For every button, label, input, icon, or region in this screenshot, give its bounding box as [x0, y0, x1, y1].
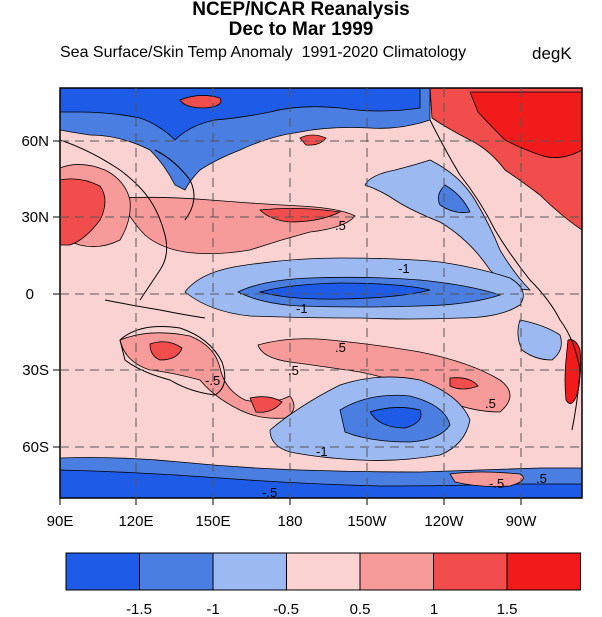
- lat-tick-label: 60N: [21, 133, 49, 150]
- chart-title-line1: NCEP/NCAR Reanalysis: [192, 0, 410, 20]
- contour-label: -.5: [205, 373, 220, 388]
- coastlines: [60, 119, 581, 431]
- north-warm-spot: [299, 134, 327, 146]
- north-warm-spot: [179, 95, 222, 109]
- lat-tick-label: 60S: [22, 439, 49, 456]
- lat-tick-label: 30N: [21, 209, 49, 226]
- lon-tick-label: 150W: [347, 513, 387, 530]
- tasman-hot-region: [249, 396, 283, 413]
- colorbar-labels: -1.5 -1 -0.5 0.5 1 1.5: [126, 601, 517, 617]
- map-gridlines: [60, 88, 582, 498]
- contour-label: -1: [296, 301, 308, 316]
- colorbar-tick-label: 1: [430, 601, 438, 617]
- chart-title-line2: Dec to Mar 1999: [228, 19, 374, 40]
- colorbar-bin: [139, 552, 214, 591]
- antarctic-warm-spot: [449, 471, 524, 487]
- colorbar-bin: [65, 552, 140, 591]
- colorbar-tick-label: -0.5: [273, 601, 299, 617]
- lon-tick-label: 90E: [47, 513, 74, 530]
- contour-label: .5: [335, 218, 346, 233]
- contour-label: .5: [288, 363, 299, 378]
- contour-label: -.5: [489, 476, 504, 491]
- colorbar-bin: [506, 552, 581, 591]
- northeast-hot-region: [469, 91, 582, 158]
- contour-labels: -1 -1 .5 .5 .5 -.5 -1 .5 -.5 -.5 .5: [205, 218, 547, 500]
- north-deep-cold-region: [60, 88, 421, 141]
- ne-pacific-cool-region: [437, 184, 471, 214]
- asia-hot-region: [60, 178, 106, 246]
- colorbar-tick-label: 0.5: [350, 601, 371, 617]
- colorbar-tick-label: -1: [206, 601, 219, 617]
- colorbar-tick-label: -1.5: [126, 601, 152, 617]
- units-label: degK: [532, 44, 572, 63]
- lat-tick-label: 30S: [22, 362, 49, 379]
- lon-tick-label: 120W: [424, 513, 464, 530]
- latitude-labels: 60N 30N 0 30S 60S: [21, 133, 49, 456]
- equatorial-coldest-core: [258, 282, 431, 300]
- lat-tick-label: 0: [26, 286, 34, 303]
- colorbar: [65, 552, 581, 591]
- australia-hot-region: [149, 341, 183, 361]
- south-pacific-warm-core: [449, 377, 479, 390]
- lon-tick-label: 90W: [506, 513, 538, 530]
- colorbar-bin: [359, 552, 434, 591]
- lon-tick-label: 150E: [195, 513, 230, 530]
- colorbar-bin: [212, 552, 287, 591]
- colorbar-tick-label: 1.5: [497, 601, 518, 617]
- contour-label: .5: [485, 396, 496, 411]
- plot-frame: [59, 87, 583, 499]
- lon-tick-label: 180: [277, 513, 302, 530]
- southern-ocean-coldest-pool: [369, 407, 422, 429]
- axis-ticks: [53, 140, 522, 505]
- lon-tick-label: 120E: [118, 513, 153, 530]
- nw-pacific-warm-core: [259, 208, 342, 223]
- contour-label: -.5: [262, 485, 277, 500]
- contour-label: -1: [398, 261, 410, 276]
- contour-label: .5: [335, 340, 346, 355]
- longitude-labels: 90E 120E 150E 180 150W 120W 90W: [47, 513, 538, 530]
- colorbar-bin: [286, 552, 361, 591]
- anomaly-field: [60, 88, 582, 498]
- colorbar-bin: [433, 552, 508, 591]
- ne-pacific-cool-region: [364, 159, 531, 291]
- contour-label: -1: [316, 444, 328, 459]
- contour-label: .5: [536, 471, 547, 486]
- chart-subtitle: Sea Surface/Skin Temp Anomaly 1991-2020 …: [60, 44, 467, 61]
- south-america-cool-region: [517, 319, 562, 361]
